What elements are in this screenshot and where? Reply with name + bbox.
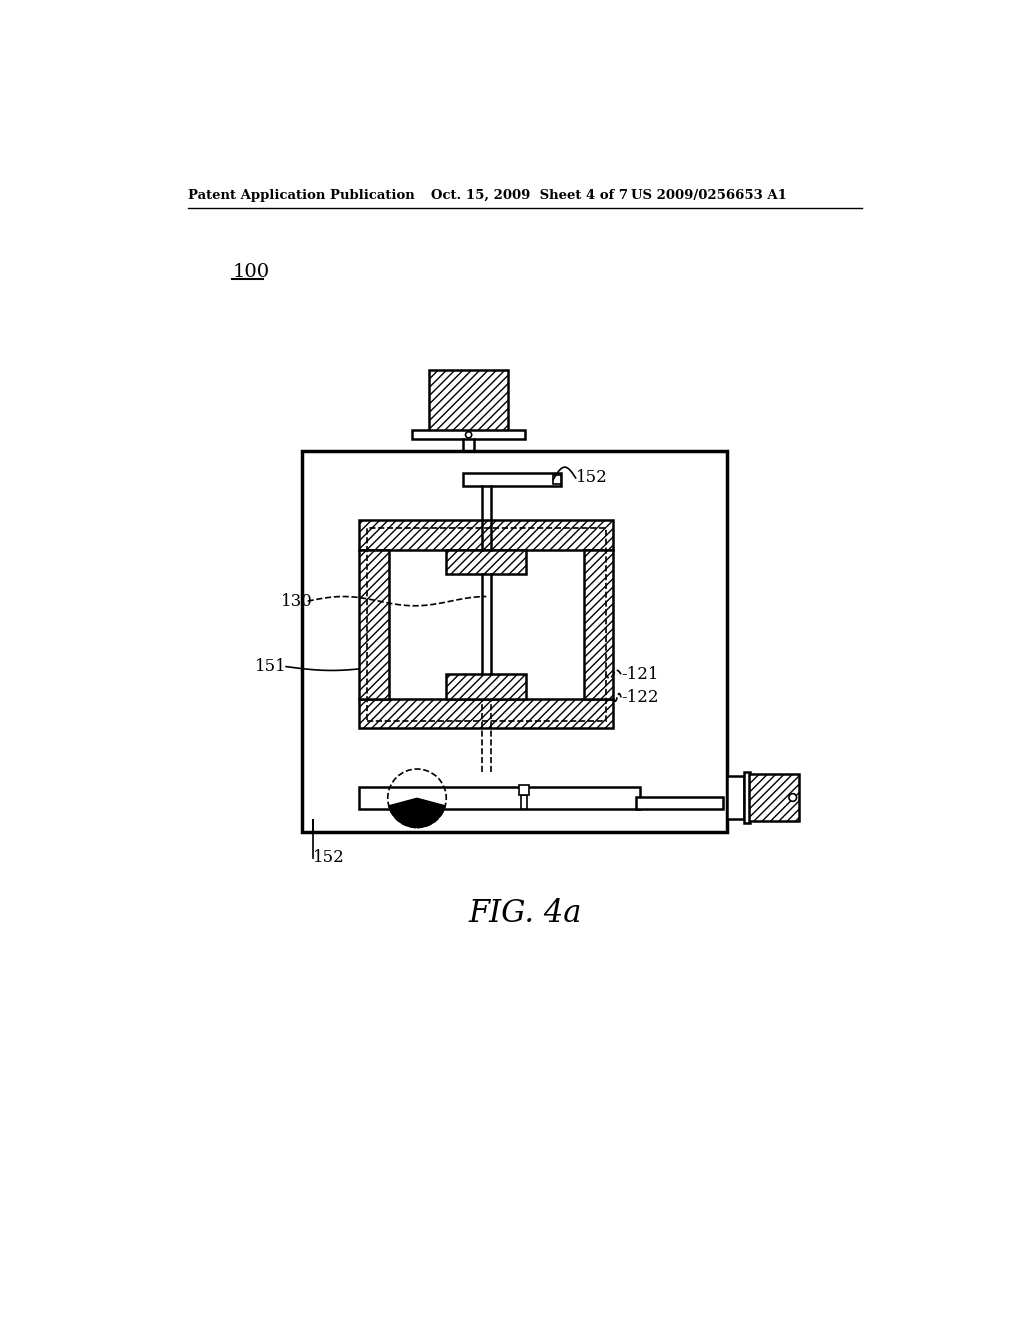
- Bar: [584, 549, 613, 700]
- Bar: [429, 370, 508, 432]
- Text: FIG. 4a: FIG. 4a: [468, 898, 582, 928]
- Bar: [521, 795, 527, 809]
- Bar: [727, 776, 744, 818]
- Text: Oct. 15, 2009  Sheet 4 of 7: Oct. 15, 2009 Sheet 4 of 7: [431, 189, 628, 202]
- Bar: [359, 549, 388, 700]
- Text: -122: -122: [621, 689, 658, 706]
- Text: 152: 152: [575, 470, 607, 487]
- Bar: [519, 785, 529, 795]
- Bar: [744, 772, 751, 822]
- Text: -121: -121: [621, 665, 658, 682]
- Bar: [359, 520, 613, 549]
- Wedge shape: [389, 799, 445, 828]
- Text: 100: 100: [232, 264, 269, 281]
- Bar: [359, 788, 640, 809]
- Text: 152: 152: [313, 849, 345, 866]
- Bar: [413, 430, 524, 440]
- Circle shape: [788, 793, 797, 801]
- Circle shape: [466, 432, 472, 438]
- Bar: [446, 549, 526, 574]
- Text: 151: 151: [255, 659, 287, 675]
- Bar: [446, 675, 526, 700]
- Text: Patent Application Publication: Patent Application Publication: [188, 189, 415, 202]
- Text: 130: 130: [281, 593, 312, 610]
- Bar: [367, 528, 605, 721]
- Bar: [301, 451, 727, 832]
- Bar: [359, 700, 613, 729]
- Text: US 2009/0256653 A1: US 2009/0256653 A1: [631, 189, 786, 202]
- Bar: [463, 474, 561, 486]
- Bar: [637, 797, 724, 809]
- Bar: [749, 775, 799, 821]
- Bar: [553, 475, 561, 483]
